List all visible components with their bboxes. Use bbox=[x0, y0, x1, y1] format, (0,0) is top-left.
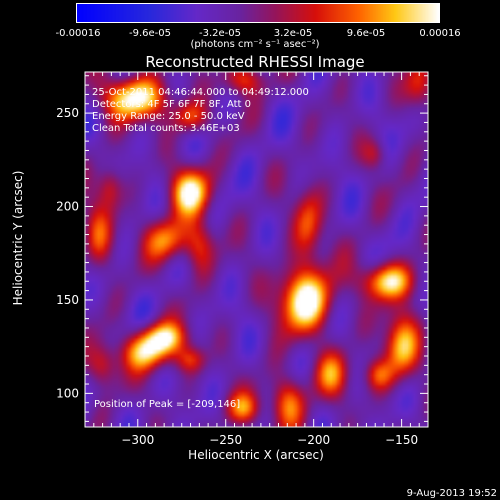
annotation-detectors: Detectors: 4F 5F 6F 7F 8F, Att 0 bbox=[92, 99, 252, 110]
colorbar-tick-label: -3.2e-05 bbox=[199, 28, 241, 39]
chart-title: Reconstructed RHESSI Image bbox=[145, 53, 365, 71]
annotation-energy-range: Energy Range: 25.0 - 50.0 keV bbox=[92, 111, 245, 122]
annotation-time-range: 25-Oct-2011 04:46:44.000 to 04:49:12.000 bbox=[92, 87, 309, 98]
annotation-clean-counts: Clean Total counts: 3.46E+03 bbox=[92, 123, 240, 134]
colorbar-units: (photons cm⁻² s⁻¹ asec⁻²) bbox=[190, 39, 320, 50]
colorbar-tick-label: -0.00016 bbox=[55, 28, 101, 39]
plot-frame bbox=[84, 71, 429, 428]
colorbar-tick-label: 3.2e-05 bbox=[273, 28, 313, 39]
x-tick-label: −200 bbox=[297, 433, 330, 447]
y-tick-label: 250 bbox=[56, 106, 79, 120]
colorbar bbox=[76, 3, 440, 23]
x-tick-label: −250 bbox=[209, 433, 242, 447]
y-tick-label: 200 bbox=[56, 200, 79, 214]
heatmap-image bbox=[85, 72, 428, 427]
footer-timestamp: 9-Aug-2013 19:52 bbox=[406, 488, 497, 499]
x-tick-label: −300 bbox=[121, 433, 154, 447]
colorbar-tick-label: 9.6e-05 bbox=[346, 28, 386, 39]
x-axis-label: Heliocentric X (arcsec) bbox=[188, 448, 324, 462]
colorbar-tick-label: -9.6e-05 bbox=[129, 28, 171, 39]
colorbar-tick-label: 0.00016 bbox=[419, 28, 461, 39]
y-axis-label: Heliocentric Y (arcsec) bbox=[11, 170, 25, 306]
y-tick-label: 100 bbox=[56, 386, 79, 400]
x-tick-label: −150 bbox=[385, 433, 418, 447]
y-tick-label: 150 bbox=[56, 293, 79, 307]
annotation-peak-position: Position of Peak = [-209,146] bbox=[94, 399, 241, 410]
